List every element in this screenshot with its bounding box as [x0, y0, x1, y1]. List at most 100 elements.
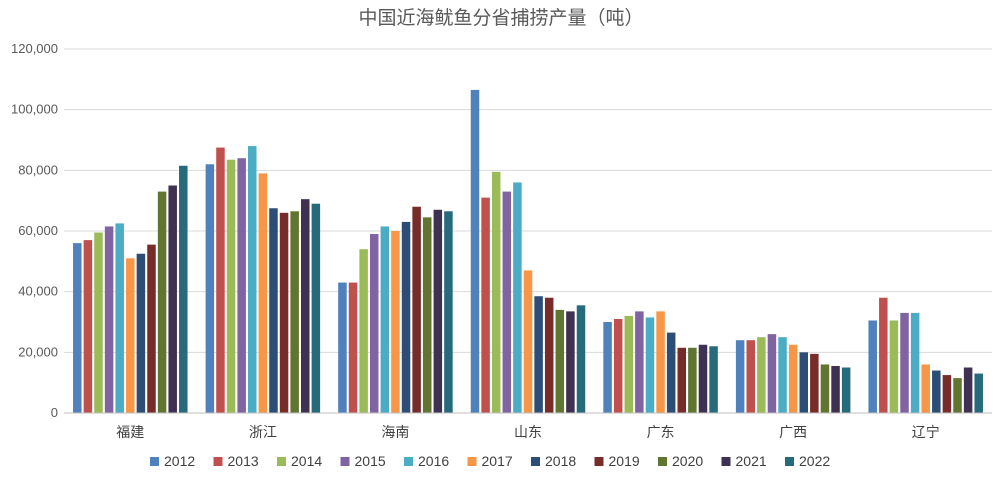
x-category-label: 广东	[647, 425, 675, 441]
y-tick-label: 0	[51, 405, 58, 420]
bar-山东-2018	[534, 296, 543, 413]
bar-辽宁-2021	[963, 367, 973, 413]
bar-辽宁-2016	[910, 312, 920, 413]
x-axis-category-labels: 福建 浙江 海南 山东 广东 广西 辽宁	[116, 424, 939, 441]
bar-山东-2020	[555, 309, 565, 413]
bar-广东-2014	[624, 315, 634, 413]
legend-label: 2013	[228, 453, 259, 469]
bar-辽宁-2017	[921, 364, 930, 413]
legend-label: 2020	[672, 453, 703, 469]
bar-福建-2019	[147, 244, 156, 413]
legend-swatch-2020	[658, 457, 667, 466]
bar-浙江-2016	[248, 146, 257, 413]
legend-label: 2018	[545, 453, 576, 469]
bar-浙江-2019	[279, 212, 289, 413]
legend-swatch-2012	[150, 457, 159, 466]
legend-label: 2019	[609, 453, 640, 469]
legend-label: 2016	[418, 453, 449, 469]
bar-广东-2019	[677, 347, 687, 413]
bar-山东-2022	[576, 305, 586, 413]
bar-浙江-2014	[226, 159, 236, 413]
bar-海南-2015	[369, 234, 379, 413]
legend-swatch-2019	[594, 457, 604, 466]
x-category-label: 浙江	[249, 425, 277, 441]
y-tick-label: 100,000	[11, 102, 58, 117]
bar-山东-2015	[502, 191, 512, 413]
legend-swatch-2018	[531, 457, 540, 466]
chart-title: 中国近海鱿鱼分省捕捞产量（吨）	[358, 7, 643, 29]
bar-山东-2013	[481, 197, 490, 413]
x-category-label: 辽宁	[912, 424, 940, 441]
legend-swatch-2016	[404, 457, 413, 466]
bar-广西-2017	[788, 344, 798, 413]
bar-广东-2015	[635, 311, 644, 413]
bar-福建-2014	[94, 232, 103, 413]
bars	[73, 89, 983, 413]
legend-swatch-2017	[467, 457, 477, 466]
bar-广西-2019	[810, 353, 819, 413]
bar-广西-2016	[778, 337, 787, 413]
bar-广西-2014	[757, 337, 766, 413]
bar-广西-2012	[735, 340, 745, 413]
bar-福建-2015	[104, 226, 114, 413]
bar-海南-2018	[401, 221, 411, 413]
bar-辽宁-2015	[900, 312, 909, 413]
bar-浙江-2015	[237, 158, 246, 413]
bar-广西-2015	[767, 334, 777, 413]
bar-辽宁-2018	[932, 370, 941, 413]
x-category-label: 海南	[381, 425, 409, 441]
bar-浙江-2013	[216, 147, 225, 413]
bar-辽宁-2022	[974, 373, 983, 413]
bar-浙江-2017	[258, 173, 268, 413]
legend-swatch-2022	[785, 457, 794, 466]
legend: 2012 2013 2014 2015 2016 2017 2018 2019 2020 2021…	[150, 453, 830, 469]
bar-海南-2022	[444, 211, 453, 413]
y-axis-tick-labels: 0 20,000 40,000 60,000 80,000 100,000 120,000	[11, 41, 58, 420]
legend-label: 2022	[799, 453, 830, 469]
bar-福建-2012	[73, 243, 82, 413]
bar-海南-2016	[380, 226, 390, 413]
bar-福建-2020	[157, 191, 167, 413]
bar-广东-2012	[603, 322, 612, 413]
bar-广东-2021	[698, 344, 708, 413]
bar-福建-2022	[179, 165, 188, 413]
bar-山东-2017	[523, 270, 533, 413]
bar-辽宁-2019	[942, 375, 952, 413]
legend-label: 2021	[736, 453, 767, 469]
bar-海南-2020	[422, 217, 432, 413]
legend-swatch-2015	[340, 457, 350, 466]
x-category-label: 山东	[514, 425, 542, 441]
y-tick-label: 40,000	[18, 284, 58, 299]
bar-广东-2022	[709, 346, 718, 413]
bar-广西-2013	[746, 340, 755, 413]
bar-浙江-2022	[311, 203, 321, 413]
y-tick-label: 20,000	[18, 344, 58, 359]
x-category-label: 福建	[116, 425, 144, 441]
bar-广西-2020	[820, 364, 830, 413]
y-tick-label: 80,000	[18, 162, 58, 177]
bar-广东-2020	[688, 347, 697, 413]
bar-福建-2018	[136, 253, 146, 413]
bar-浙江-2012	[205, 164, 215, 413]
bar-广东-2018	[666, 332, 676, 413]
bar-辽宁-2013	[879, 297, 888, 413]
legend-label: 2017	[482, 453, 513, 469]
bar-浙江-2018	[269, 208, 278, 413]
bar-广东-2016	[645, 317, 655, 413]
legend-label: 2014	[291, 453, 322, 469]
legend-swatch-2021	[721, 457, 731, 466]
legend-swatch-2014	[277, 457, 286, 466]
y-tick-label: 120,000	[11, 41, 58, 56]
bar-辽宁-2012	[868, 320, 877, 413]
bar-广东-2017	[656, 311, 665, 413]
bar-浙江-2021	[301, 199, 310, 413]
bar-山东-2016	[513, 182, 522, 413]
bar-福建-2021	[168, 185, 177, 413]
bar-浙江-2020	[290, 211, 299, 413]
bar-辽宁-2020	[953, 378, 962, 413]
bar-福建-2013	[83, 240, 93, 413]
bar-海南-2019	[412, 206, 421, 413]
bar-山东-2021	[566, 311, 575, 413]
bar-福建-2017	[126, 258, 135, 413]
